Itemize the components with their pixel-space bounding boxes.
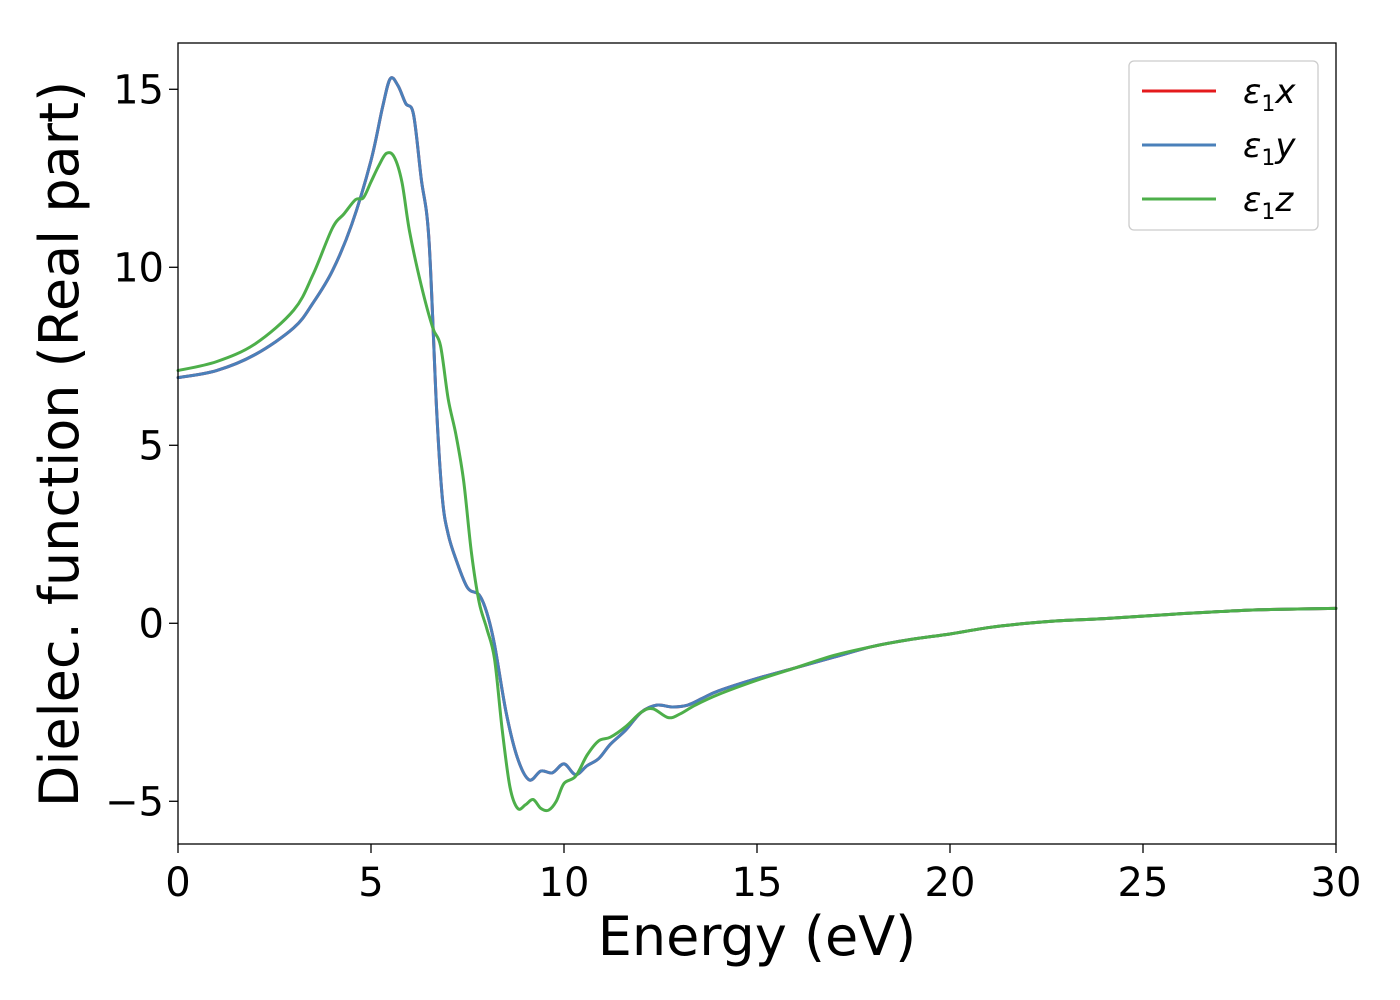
x-tick-label: 20 [925,860,976,906]
series-line-z [176,151,1338,813]
legend-label-z: ε1z [1243,180,1294,225]
y-tick-label: −5 [105,779,164,825]
legend-symbol: ε [1243,180,1261,220]
x-axis-ticks: 0 5 10 15 20 25 30 [165,844,1361,906]
legend-symbol: ε [1243,72,1261,112]
x-tick-label: 5 [358,860,383,906]
x-tick-label: 10 [539,860,590,906]
legend-subscript: 1 [1261,146,1275,171]
y-tick-label: 0 [139,601,164,647]
x-tick-label: 30 [1311,860,1362,906]
legend-subscript: 1 [1261,92,1275,117]
legend-symbol: ε [1243,126,1261,166]
y-axis-ticks: −5 0 5 10 15 [105,67,178,825]
y-axis-label: Dielec. function (Real part) [28,81,91,807]
legend-series-name: y [1274,126,1296,166]
y-tick-label: 10 [113,245,164,291]
y-tick-label: 5 [139,423,164,469]
x-axis-label: Energy (eV) [598,905,917,968]
legend-label-y: ε1y [1243,126,1296,171]
legend-series-name: x [1274,72,1296,112]
y-tick-label: 15 [113,67,164,113]
x-tick-label: 25 [1118,860,1169,906]
legend-label-x: ε1x [1243,72,1296,117]
x-tick-label: 15 [732,860,783,906]
x-tick-label: 0 [165,860,190,906]
legend-subscript: 1 [1261,200,1275,225]
legend-series-name: z [1274,180,1294,220]
legend-frame [1128,60,1319,231]
series-layer [176,76,1338,813]
